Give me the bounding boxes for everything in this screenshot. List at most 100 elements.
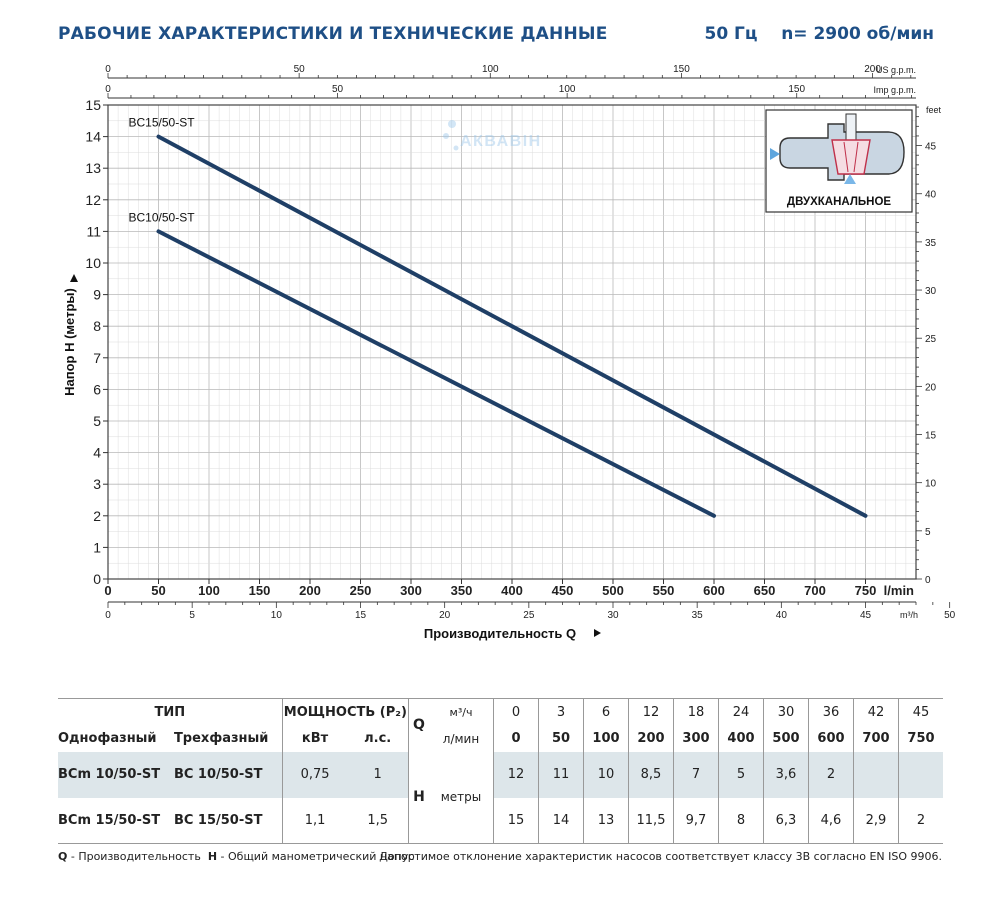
h-cell: 9,7 bbox=[673, 797, 719, 844]
m3h-tick-label: 30 bbox=[607, 610, 619, 621]
specs-table: ТИП МОЩНОСТЬ (P₂) Q м³/ч 0 3 6 12 18 24 … bbox=[58, 698, 943, 844]
chart-series bbox=[156, 134, 868, 518]
h-cell: 13 bbox=[583, 797, 629, 844]
watermark-bubble bbox=[453, 145, 459, 151]
feet-tick-label: 10 bbox=[925, 479, 937, 490]
x-axis-arrow-icon bbox=[594, 629, 601, 637]
page-title: РАБОЧИЕ ХАРАКТЕРИСТИКИ И ТЕХНИЧЕСКИЕ ДАН… bbox=[58, 24, 608, 44]
y-tick-label: 12 bbox=[85, 192, 101, 208]
y-tick-label: 6 bbox=[93, 381, 101, 397]
h-cell bbox=[898, 751, 943, 798]
feet-unit-label: feet bbox=[926, 105, 942, 115]
y-tick-label: 14 bbox=[85, 129, 101, 145]
y-tick-label: 9 bbox=[93, 287, 101, 303]
series-line-bc10 bbox=[156, 229, 716, 518]
feet-tick-label: 45 bbox=[925, 142, 937, 153]
model-three: BC 10/50-ST bbox=[173, 767, 263, 782]
q-lmin-cell: 200 bbox=[628, 725, 674, 752]
type-header: ТИП bbox=[154, 704, 186, 720]
q-lmin-cell: 750 bbox=[898, 725, 943, 752]
legend-footnote: Q - Производительность H - Общий маномет… bbox=[58, 850, 415, 863]
frequency-speed: 50 Гц n= 2900 об/мин bbox=[704, 24, 934, 44]
h-cell: 6,3 bbox=[763, 797, 809, 844]
chart-axes bbox=[103, 73, 951, 608]
y-tick-label: 2 bbox=[93, 508, 101, 524]
m3h-tick-label: 35 bbox=[692, 610, 704, 621]
q-lmin-cell: 500 bbox=[763, 725, 809, 752]
h-cell: 14 bbox=[538, 797, 584, 844]
h-cell: 4,6 bbox=[808, 797, 854, 844]
y-tick-label: 11 bbox=[86, 223, 101, 239]
x-tick-label: 250 bbox=[350, 583, 372, 598]
x-unit-label: l/min bbox=[884, 583, 914, 598]
feet-tick-label: 25 bbox=[925, 334, 937, 345]
imp-gpm-tick-label: 0 bbox=[105, 84, 111, 95]
us-gpm-unit-label: US g.p.m. bbox=[876, 65, 916, 75]
h-cell: 15 bbox=[493, 797, 539, 844]
q-m3h-cell: 24 bbox=[718, 698, 764, 726]
power-hp: 1 bbox=[373, 767, 382, 782]
q-lmin-cell: 50 bbox=[538, 725, 584, 752]
q-lmin-cell: 400 bbox=[718, 725, 764, 752]
x-tick-label: 350 bbox=[451, 583, 473, 598]
h-cell: 8 bbox=[718, 797, 764, 844]
q-lmin-cell: 300 bbox=[673, 725, 719, 752]
h-footnote-symbol: H bbox=[207, 850, 218, 863]
feet-tick-label: 0 bbox=[925, 575, 931, 586]
single-phase-header: Однофазный bbox=[58, 731, 157, 746]
h-unit: метры bbox=[429, 751, 494, 844]
impeller-inset: ДВУХКАНАЛЬНОЕ bbox=[765, 109, 913, 213]
power-header: МОЩНОСТЬ (P₂) bbox=[281, 698, 409, 726]
h-cell: 12 bbox=[493, 751, 539, 798]
x-tick-label: 150 bbox=[249, 583, 271, 598]
table-row: BCm 10/50-ST BC 10/50-ST 0,75 1 H метры … bbox=[58, 751, 943, 844]
x-tick-label: 400 bbox=[501, 583, 523, 598]
m3h-unit-label: m³/h bbox=[900, 610, 918, 620]
h-footnote-text: - Общий манометрический напор bbox=[217, 850, 415, 863]
watermark-bubble bbox=[448, 120, 456, 128]
q-unit-lmin: л/мин bbox=[442, 731, 480, 746]
y-axis-title: Напор H (метры) bbox=[62, 288, 77, 396]
watermark: АКВАВІН bbox=[443, 120, 540, 151]
us-gpm-tick-label: 200 bbox=[864, 64, 881, 75]
x-tick-label: 300 bbox=[400, 583, 422, 598]
q-lmin-cell: 600 bbox=[808, 725, 854, 752]
m3h-tick-label: 10 bbox=[271, 610, 283, 621]
q-m3h-cell: 0 bbox=[493, 698, 539, 726]
x-tick-label: 100 bbox=[198, 583, 220, 598]
model-single: BCm 15/50-ST bbox=[58, 812, 161, 828]
q-m3h-cell: 18 bbox=[673, 698, 719, 726]
power-kw: 0,75 bbox=[281, 751, 348, 798]
x-tick-label: 0 bbox=[104, 583, 111, 598]
hp-header: л.с. bbox=[364, 731, 392, 746]
y-tick-label: 0 bbox=[93, 571, 101, 587]
y-tick-label: 13 bbox=[85, 160, 101, 176]
y-tick-label: 7 bbox=[93, 350, 101, 366]
watermark-bubble bbox=[443, 133, 449, 139]
m3h-tick-label: 50 bbox=[944, 610, 956, 621]
y-tick-label: 8 bbox=[93, 318, 101, 334]
q-m3h-cell: 36 bbox=[808, 698, 854, 726]
m3h-tick-label: 5 bbox=[189, 610, 195, 621]
tolerance-note: Допустимое отклонение характеристик насо… bbox=[379, 850, 942, 863]
imp-gpm-tick-label: 100 bbox=[559, 84, 576, 95]
q-unit-m3: м³/ч bbox=[449, 705, 473, 719]
table-header-row-2: Однофазный Трехфазный кВт л.с. л/мин 0 5… bbox=[58, 725, 943, 752]
q-m3h-cell: 45 bbox=[898, 698, 943, 726]
feet-tick-label: 5 bbox=[925, 527, 931, 538]
inset-label: ДВУХКАНАЛЬНОЕ bbox=[787, 196, 892, 208]
q-m3h-cell: 42 bbox=[853, 698, 899, 726]
h-cell: 7 bbox=[673, 751, 719, 798]
model-single: BCm 10/50-ST bbox=[58, 767, 161, 782]
h-cell: 8,5 bbox=[628, 751, 674, 798]
x-tick-label: 200 bbox=[299, 583, 321, 598]
q-m3h-cell: 12 bbox=[628, 698, 674, 726]
table-header-row-1: ТИП МОЩНОСТЬ (P₂) Q м³/ч 0 3 6 12 18 24 … bbox=[58, 698, 943, 752]
q-m3h-cell: 6 bbox=[583, 698, 629, 726]
m3h-tick-label: 25 bbox=[523, 610, 535, 621]
m3h-tick-label: 40 bbox=[776, 610, 788, 621]
us-gpm-tick-label: 150 bbox=[673, 64, 690, 75]
kw-header: кВт bbox=[281, 725, 348, 752]
